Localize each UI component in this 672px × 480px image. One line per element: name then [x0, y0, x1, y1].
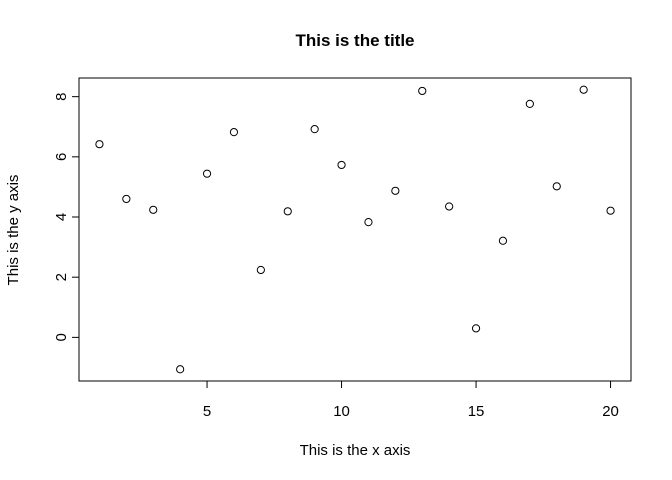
x-axis: 5 10 15 20 [203, 380, 619, 420]
data-point [95, 140, 104, 149]
data-point [606, 206, 615, 215]
data-point [552, 182, 561, 191]
y-axis-label: This is the y axis [5, 175, 22, 286]
x-tick-label: 20 [602, 403, 619, 420]
plot-area-frame [78, 77, 632, 382]
x-axis-label: This is the x axis [300, 442, 411, 459]
data-point [256, 265, 265, 275]
data-point [498, 236, 508, 245]
x-tick-label: 10 [333, 403, 350, 420]
data-point [364, 218, 373, 227]
data-point [418, 86, 427, 96]
data-point [229, 128, 239, 137]
y-tick-label: 6 [53, 153, 70, 161]
data-point [337, 160, 346, 170]
data-point [176, 365, 185, 374]
data-point [579, 85, 588, 94]
data-point [149, 205, 158, 214]
data-point [445, 202, 454, 211]
data-point [310, 125, 319, 134]
y-tick-label: 8 [53, 92, 70, 100]
x-tick-label: 15 [468, 403, 485, 420]
data-points [95, 85, 615, 374]
y-tick-label: 2 [53, 273, 70, 281]
data-point [471, 324, 481, 333]
y-tick-label: 0 [53, 333, 70, 341]
data-point [391, 186, 400, 195]
data-point [525, 99, 534, 108]
y-tick-label: 4 [53, 213, 70, 221]
data-point [122, 194, 131, 204]
chart-title: This is the title [295, 31, 414, 50]
x-tick-label: 5 [203, 403, 211, 420]
data-point [202, 169, 212, 178]
y-axis: 0 2 4 6 8 [53, 92, 80, 342]
data-point [283, 207, 292, 216]
